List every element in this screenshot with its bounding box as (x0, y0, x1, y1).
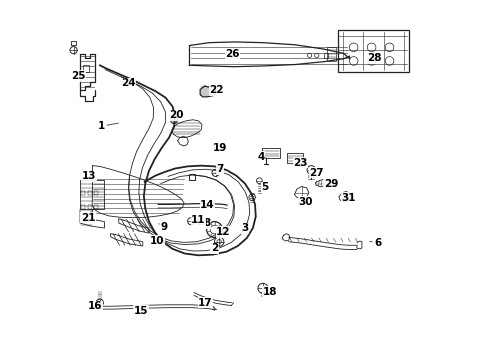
Text: 12: 12 (216, 227, 231, 237)
Text: 29: 29 (324, 179, 338, 189)
Bar (88, 191, 92, 195)
Text: 10: 10 (150, 236, 164, 246)
Text: 11: 11 (191, 215, 206, 225)
Text: 6: 6 (374, 238, 381, 248)
Text: 16: 16 (88, 301, 102, 311)
Text: 14: 14 (200, 200, 215, 210)
Text: 28: 28 (367, 53, 381, 63)
Bar (262, 148, 280, 158)
Text: 30: 30 (299, 197, 313, 207)
Bar (190, 174, 195, 180)
Bar (95, 206, 98, 209)
Bar (81, 206, 85, 209)
Text: 27: 27 (309, 168, 324, 178)
Text: 4: 4 (257, 152, 265, 162)
Text: 15: 15 (134, 306, 148, 316)
Bar (287, 153, 303, 163)
Text: 20: 20 (170, 111, 184, 121)
Text: 2: 2 (211, 243, 218, 253)
Text: 7: 7 (216, 164, 223, 174)
Text: 17: 17 (198, 298, 213, 308)
Text: 18: 18 (263, 287, 277, 297)
Bar (83, 65, 89, 72)
Bar (327, 46, 337, 61)
Bar (80, 180, 104, 210)
Text: 9: 9 (161, 222, 168, 231)
Text: 25: 25 (71, 71, 85, 81)
Text: 31: 31 (342, 193, 356, 203)
Text: 13: 13 (82, 171, 96, 181)
Text: 3: 3 (242, 224, 248, 233)
Bar (88, 206, 92, 209)
Text: 8: 8 (204, 218, 211, 228)
Text: 22: 22 (209, 85, 223, 95)
Text: 26: 26 (225, 49, 240, 59)
Text: 21: 21 (81, 213, 95, 222)
Bar (197, 218, 204, 224)
Text: 24: 24 (121, 78, 136, 88)
Text: 19: 19 (213, 143, 227, 153)
Bar (324, 53, 328, 58)
Bar (338, 31, 409, 72)
Bar (95, 191, 98, 195)
Text: 23: 23 (294, 158, 308, 168)
Bar (81, 191, 85, 195)
Text: 1: 1 (98, 121, 105, 131)
Text: 5: 5 (261, 182, 269, 192)
